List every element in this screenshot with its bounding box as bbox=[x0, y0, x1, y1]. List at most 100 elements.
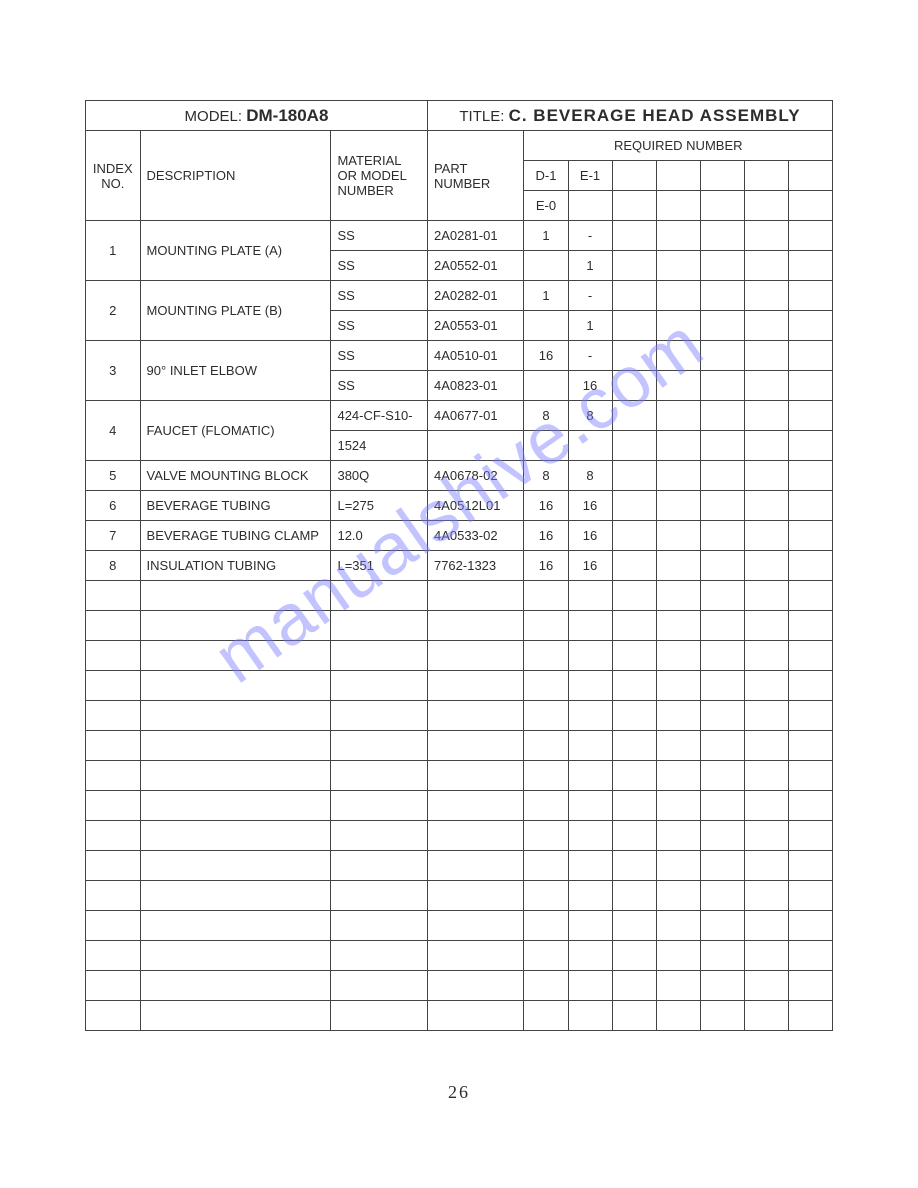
cell-empty bbox=[656, 851, 700, 881]
cell-empty bbox=[700, 941, 744, 971]
cell-empty bbox=[427, 821, 524, 851]
table-row-empty bbox=[86, 821, 833, 851]
cell-empty bbox=[140, 791, 331, 821]
cell-required: - bbox=[568, 281, 612, 311]
cell-required bbox=[700, 251, 744, 281]
col-required-header: REQUIRED NUMBER bbox=[524, 131, 833, 161]
title-value: C. BEVERAGE HEAD ASSEMBLY bbox=[509, 106, 801, 125]
cell-description: BEVERAGE TUBING CLAMP bbox=[140, 521, 331, 551]
cell-required bbox=[744, 221, 788, 251]
cell-empty bbox=[788, 701, 832, 731]
table-row-empty bbox=[86, 851, 833, 881]
table-row: 7BEVERAGE TUBING CLAMP12.04A0533-021616 bbox=[86, 521, 833, 551]
table-row-empty bbox=[86, 671, 833, 701]
cell-empty bbox=[86, 731, 141, 761]
cell-required bbox=[612, 251, 656, 281]
cell-empty bbox=[700, 791, 744, 821]
parts-table: MODEL: DM-180A8 TITLE: C. BEVERAGE HEAD … bbox=[85, 100, 833, 1031]
cell-index: 5 bbox=[86, 461, 141, 491]
cell-empty bbox=[656, 581, 700, 611]
cell-empty bbox=[568, 671, 612, 701]
cell-empty bbox=[524, 1001, 568, 1031]
cell-empty bbox=[612, 971, 656, 1001]
cell-empty bbox=[86, 941, 141, 971]
cell-empty bbox=[744, 881, 788, 911]
cell-empty bbox=[427, 671, 524, 701]
cell-required bbox=[744, 551, 788, 581]
cell-required bbox=[744, 461, 788, 491]
cell-part-number: 4A0678-02 bbox=[427, 461, 524, 491]
cell-empty bbox=[86, 641, 141, 671]
cell-description: FAUCET (FLOMATIC) bbox=[140, 401, 331, 461]
cell-required bbox=[744, 401, 788, 431]
cell-empty bbox=[656, 971, 700, 1001]
cell-required bbox=[612, 431, 656, 461]
req-sub2-0: E-0 bbox=[524, 191, 568, 221]
cell-empty bbox=[427, 611, 524, 641]
title-label: TITLE: bbox=[459, 108, 504, 125]
cell-required: - bbox=[568, 341, 612, 371]
cell-material: 12.0 bbox=[331, 521, 428, 551]
req-sub2-2 bbox=[612, 191, 656, 221]
cell-empty bbox=[744, 701, 788, 731]
cell-required bbox=[656, 491, 700, 521]
cell-empty bbox=[86, 911, 141, 941]
cell-required bbox=[612, 461, 656, 491]
cell-empty bbox=[524, 971, 568, 1001]
cell-required bbox=[700, 221, 744, 251]
cell-empty bbox=[524, 791, 568, 821]
table-row: 1MOUNTING PLATE (A)SS2A0281-011- bbox=[86, 221, 833, 251]
cell-empty bbox=[524, 731, 568, 761]
cell-empty bbox=[788, 581, 832, 611]
cell-empty bbox=[331, 641, 428, 671]
cell-material: SS bbox=[331, 251, 428, 281]
cell-required bbox=[612, 491, 656, 521]
cell-empty bbox=[86, 671, 141, 701]
table-row: 5VALVE MOUNTING BLOCK380Q4A0678-0288 bbox=[86, 461, 833, 491]
cell-empty bbox=[427, 761, 524, 791]
cell-empty bbox=[427, 701, 524, 731]
cell-empty bbox=[788, 941, 832, 971]
cell-required bbox=[788, 221, 832, 251]
cell-required bbox=[524, 371, 568, 401]
cell-empty bbox=[524, 611, 568, 641]
cell-required bbox=[612, 551, 656, 581]
cell-empty bbox=[744, 851, 788, 881]
cell-empty bbox=[612, 611, 656, 641]
cell-empty bbox=[744, 791, 788, 821]
cell-index: 2 bbox=[86, 281, 141, 341]
cell-empty bbox=[331, 791, 428, 821]
cell-empty bbox=[524, 941, 568, 971]
req-sub2-5 bbox=[744, 191, 788, 221]
cell-empty bbox=[86, 611, 141, 641]
cell-empty bbox=[700, 701, 744, 731]
cell-part-number: 4A0823-01 bbox=[427, 371, 524, 401]
cell-required: 8 bbox=[568, 461, 612, 491]
cell-index: 7 bbox=[86, 521, 141, 551]
cell-empty bbox=[427, 581, 524, 611]
table-row: 6BEVERAGE TUBINGL=2754A0512L011616 bbox=[86, 491, 833, 521]
cell-empty bbox=[656, 671, 700, 701]
cell-description: 90° INLET ELBOW bbox=[140, 341, 331, 401]
column-header-row-1: INDEX NO. DESCRIPTION MATERIAL OR MODEL … bbox=[86, 131, 833, 161]
cell-empty bbox=[140, 701, 331, 731]
cell-empty bbox=[700, 671, 744, 701]
cell-material: 380Q bbox=[331, 461, 428, 491]
table-row-empty bbox=[86, 701, 833, 731]
cell-index: 3 bbox=[86, 341, 141, 401]
cell-empty bbox=[656, 911, 700, 941]
cell-required: 16 bbox=[568, 521, 612, 551]
cell-part-number: 7762-1323 bbox=[427, 551, 524, 581]
req-sub-3 bbox=[656, 161, 700, 191]
cell-empty bbox=[656, 821, 700, 851]
cell-empty bbox=[524, 701, 568, 731]
cell-empty bbox=[331, 911, 428, 941]
table-row-empty bbox=[86, 1001, 833, 1031]
model-value: DM-180A8 bbox=[246, 106, 328, 125]
cell-required bbox=[788, 401, 832, 431]
req-sub-1: E-1 bbox=[568, 161, 612, 191]
table-row-empty bbox=[86, 911, 833, 941]
cell-empty bbox=[612, 851, 656, 881]
cell-required bbox=[788, 281, 832, 311]
cell-empty bbox=[140, 941, 331, 971]
